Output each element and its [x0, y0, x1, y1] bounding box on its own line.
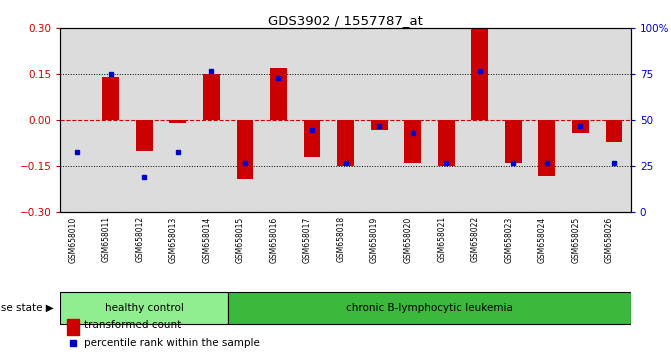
Bar: [597, 28, 631, 212]
Bar: [539, 120, 556, 176]
Text: GSM658018: GSM658018: [337, 216, 346, 262]
Text: chronic B-lymphocytic leukemia: chronic B-lymphocytic leukemia: [346, 303, 513, 313]
Bar: [472, 28, 488, 120]
Text: GSM658024: GSM658024: [538, 216, 547, 263]
Bar: [371, 120, 388, 130]
Bar: [94, 28, 127, 212]
Bar: [136, 120, 153, 151]
Bar: [103, 78, 119, 120]
Bar: [530, 28, 564, 212]
Text: disease state ▶: disease state ▶: [0, 303, 54, 313]
Text: GSM658026: GSM658026: [605, 216, 614, 263]
Bar: [237, 120, 254, 179]
Text: GSM658015: GSM658015: [236, 216, 245, 263]
Text: GSM658011: GSM658011: [102, 216, 111, 262]
Text: GSM658021: GSM658021: [437, 216, 446, 262]
Text: transformed count: transformed count: [84, 320, 181, 330]
Text: GSM658016: GSM658016: [270, 216, 278, 263]
Title: GDS3902 / 1557787_at: GDS3902 / 1557787_at: [268, 14, 423, 27]
Text: GSM658014: GSM658014: [203, 216, 211, 263]
Bar: [60, 292, 228, 324]
Text: percentile rank within the sample: percentile rank within the sample: [84, 338, 260, 348]
Text: GSM658010: GSM658010: [68, 216, 77, 263]
Text: GSM658025: GSM658025: [572, 216, 580, 263]
Bar: [362, 28, 396, 212]
Bar: [228, 28, 262, 212]
Text: GSM658017: GSM658017: [303, 216, 312, 263]
Bar: [262, 28, 295, 212]
Text: healthy control: healthy control: [105, 303, 184, 313]
Bar: [161, 28, 195, 212]
Text: GSM658023: GSM658023: [505, 216, 513, 263]
Text: GSM658020: GSM658020: [404, 216, 413, 263]
Bar: [564, 28, 597, 212]
Bar: [295, 28, 329, 212]
Bar: [396, 28, 429, 212]
Bar: [429, 28, 463, 212]
Bar: [195, 28, 228, 212]
Bar: [505, 120, 522, 163]
Bar: [463, 28, 497, 212]
Text: GSM658022: GSM658022: [471, 216, 480, 262]
Bar: [572, 120, 589, 133]
Bar: [438, 120, 455, 166]
Bar: [169, 120, 187, 124]
Bar: [228, 292, 631, 324]
Bar: [127, 28, 161, 212]
Bar: [338, 120, 354, 166]
Text: GSM658012: GSM658012: [136, 216, 144, 262]
Text: GSM658019: GSM658019: [370, 216, 379, 263]
Bar: [304, 120, 321, 157]
Bar: [60, 28, 94, 212]
Bar: [405, 120, 421, 163]
Bar: [270, 68, 287, 120]
Bar: [497, 28, 530, 212]
Bar: [605, 120, 623, 142]
Text: GSM658013: GSM658013: [169, 216, 178, 263]
Bar: [203, 74, 220, 120]
Bar: [67, 319, 79, 335]
Bar: [329, 28, 362, 212]
